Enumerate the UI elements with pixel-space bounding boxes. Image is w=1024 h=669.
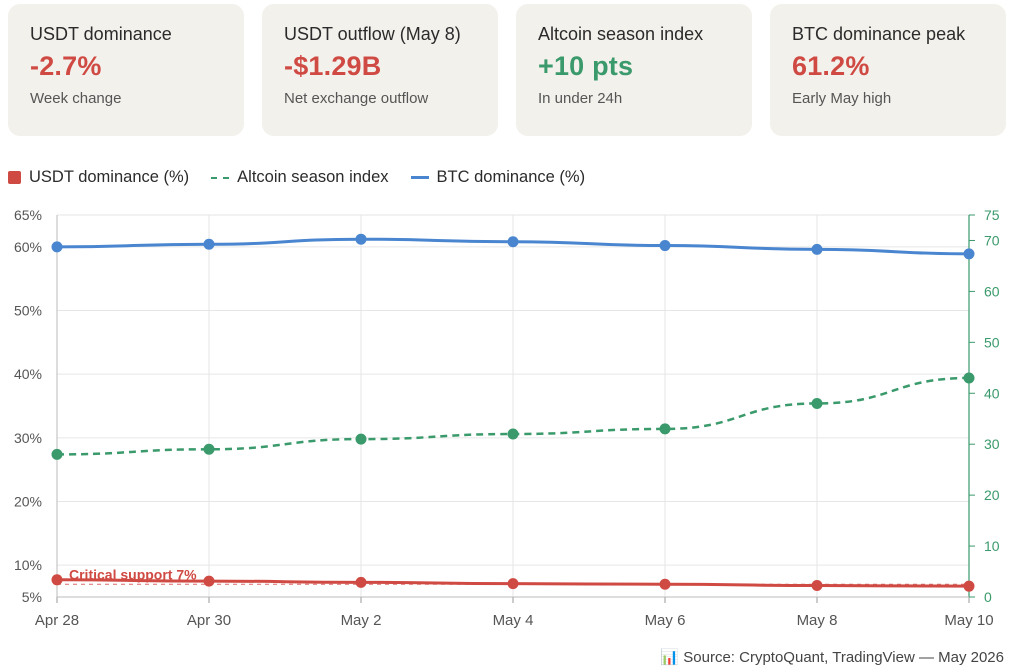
legend-label: BTC dominance (%) (436, 168, 586, 186)
data-point-btc-dominance (355, 233, 367, 245)
legend-label: USDT dominance (%) (29, 168, 190, 186)
y-left-tick-label: 65% (14, 207, 42, 223)
y-right-tick-label: 20 (984, 487, 1000, 503)
legend-swatch-btc (410, 176, 429, 179)
data-point-altcoin-season-index (51, 448, 63, 460)
y-left-tick-label: 5% (22, 589, 42, 605)
y-right-tick-label: 70 (984, 232, 1000, 248)
card-value: -$1.29B (284, 51, 382, 81)
critical-support-label: Critical support 7% (69, 566, 197, 582)
stat-cards: USDT dominance -2.7% Week change USDT ou… (8, 4, 1006, 136)
card-value: 61.2% (792, 51, 870, 81)
y-right-tick-label: 50 (984, 334, 1000, 350)
x-tick-label: May 8 (797, 612, 838, 629)
card-value: +10 pts (538, 51, 634, 81)
card-label: BTC dominance peak (792, 24, 966, 44)
y-left-tick-label: 10% (14, 557, 42, 573)
data-point-altcoin-season-index (659, 423, 671, 435)
data-point-altcoin-season-index (203, 443, 215, 455)
data-point-usdt-dominance (51, 574, 63, 586)
legend-swatch-usdt (8, 171, 21, 184)
data-point-btc-dominance (51, 241, 63, 253)
x-tick-label: Apr 28 (35, 612, 79, 629)
x-tick-label: May 4 (493, 612, 534, 629)
y-left-tick-label: 30% (14, 430, 42, 446)
data-point-btc-dominance (811, 243, 823, 255)
data-point-usdt-dominance (811, 580, 823, 592)
stat-card-altcoin-season: Altcoin season index +10 pts In under 24… (516, 4, 752, 136)
stat-card-usdt-outflow: USDT outflow (May 8) -$1.29B Net exchang… (262, 4, 498, 136)
data-point-altcoin-season-index (811, 397, 823, 409)
card-label: USDT outflow (May 8) (284, 24, 461, 44)
stat-card-btc-dominance-peak: BTC dominance peak 61.2% Early May high (770, 4, 1006, 136)
y-left-tick-label: 50% (14, 303, 42, 319)
y-right-tick-label: 30 (984, 436, 1000, 452)
y-right-tick-label: 75 (984, 207, 1000, 223)
y-right-tick-label: 40 (984, 385, 1000, 401)
data-point-altcoin-season-index (355, 433, 367, 445)
chart-legend: USDT dominance (%) Altcoin season index … (8, 168, 585, 187)
y-left-tick-label: 60% (14, 239, 42, 255)
data-point-altcoin-season-index (507, 428, 519, 440)
legend-swatch-altcoin (211, 176, 230, 179)
y-right-tick-label: 0 (984, 589, 992, 605)
data-point-usdt-dominance (963, 580, 975, 592)
card-subtitle: Early May high (792, 90, 892, 107)
card-value: -2.7% (30, 51, 102, 81)
data-point-usdt-dominance (507, 578, 519, 590)
data-point-btc-dominance (963, 248, 975, 260)
card-subtitle: In under 24h (538, 90, 623, 107)
dominance-chart: 5% 10% 20% 30% 40% 50% 60% 65% Apr 28 Apr 30 May 2… (14, 207, 1000, 629)
data-point-btc-dominance (507, 236, 519, 248)
data-point-btc-dominance (659, 240, 671, 252)
legend-label: Altcoin season index (237, 168, 389, 186)
card-label: USDT dominance (30, 24, 172, 44)
data-point-btc-dominance (203, 238, 215, 250)
data-point-usdt-dominance (355, 576, 367, 588)
y-right-tick-label: 60 (984, 283, 1000, 299)
x-tick-label: Apr 30 (187, 612, 231, 629)
data-point-usdt-dominance (659, 578, 671, 590)
stat-card-usdt-dominance: USDT dominance -2.7% Week change (8, 4, 244, 136)
legend-item-altcoin[interactable]: Altcoin season index (211, 168, 389, 187)
data-point-altcoin-season-index (963, 372, 975, 384)
y-left-tick-label: 20% (14, 494, 42, 510)
x-tick-label: May 6 (645, 612, 686, 629)
card-label: Altcoin season index (538, 24, 704, 44)
x-tick-label: May 2 (341, 612, 382, 629)
y-left-tick-label: 40% (14, 366, 42, 382)
card-subtitle: Net exchange outflow (284, 90, 429, 107)
legend-item-btc[interactable]: BTC dominance (%) (410, 168, 586, 187)
source-note: 📊 Source: CryptoQuant, TradingView — May… (660, 649, 1004, 666)
legend-item-usdt[interactable]: USDT dominance (%) (8, 168, 189, 187)
data-point-usdt-dominance (203, 575, 215, 587)
y-right-tick-label: 10 (984, 538, 1000, 554)
x-tick-label: May 10 (944, 612, 993, 629)
card-subtitle: Week change (30, 90, 122, 107)
